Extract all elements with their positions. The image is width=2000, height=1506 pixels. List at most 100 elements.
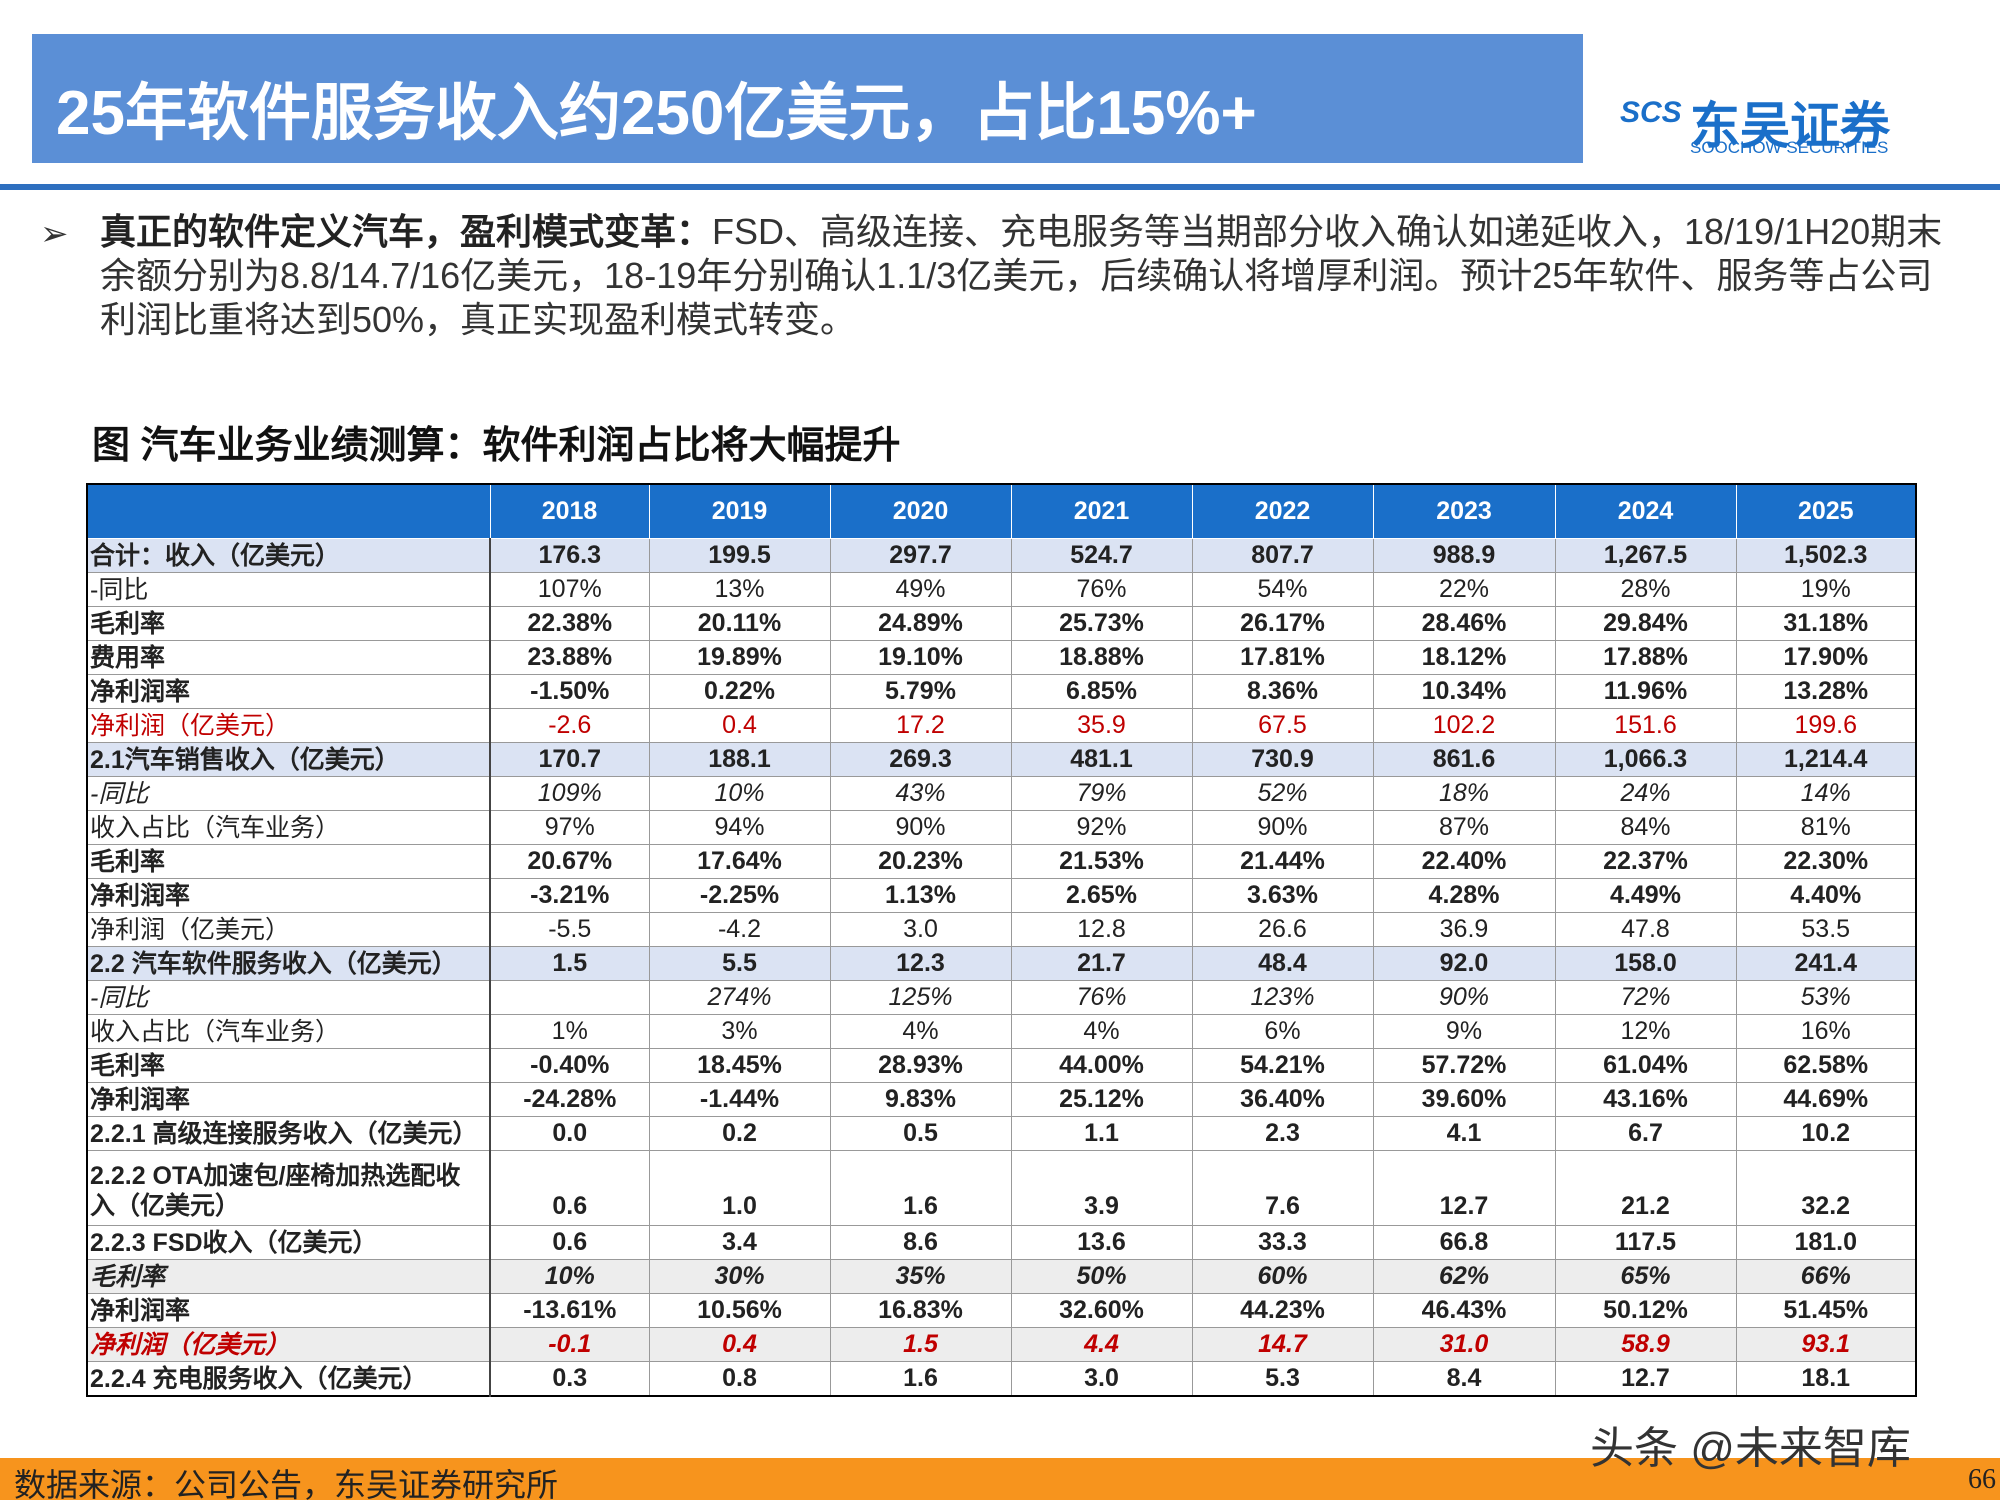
table-row: 毛利率 10% 30% 35% 50% 60% 62% 65% 66%	[86, 1259, 1917, 1294]
column-header: 2018	[489, 483, 650, 539]
table-cell: 26.17%	[1191, 606, 1374, 641]
table-cell: 3%	[648, 1014, 831, 1049]
table-row: 净利润（亿美元） -2.6 0.4 17.2 35.9 67.5 102.2 151.6 199…	[86, 708, 1917, 743]
table-cell: 4.4	[1010, 1327, 1193, 1362]
table-cell: 0.5	[829, 1116, 1012, 1151]
table-cell: 92.0	[1372, 946, 1556, 981]
row-label: 毛利率	[86, 1259, 491, 1294]
data-table: 2018 2019 2020 2021 2022 2023 2024 2025 合计：收入（亿…	[86, 483, 1917, 1397]
table-cell: 22.37%	[1554, 844, 1737, 879]
row-label: 净利润率	[86, 674, 491, 709]
table-cell: 0.4	[648, 708, 831, 743]
table-cell: 17.88%	[1554, 640, 1737, 675]
column-header: 2023	[1372, 483, 1556, 539]
table-cell: 51.45%	[1735, 1293, 1917, 1328]
table-cell: -1.50%	[489, 674, 650, 709]
table-cell: 13.6	[1010, 1225, 1193, 1260]
table-cell: 36.9	[1372, 912, 1556, 947]
table-cell: 17.81%	[1191, 640, 1374, 675]
table-cell: 20.67%	[489, 844, 650, 879]
table-cell: 6%	[1191, 1014, 1374, 1049]
table-cell: 176.3	[489, 538, 650, 573]
table-cell: 58.9	[1554, 1327, 1737, 1362]
footer-bar	[0, 1458, 2000, 1500]
row-label: 收入占比（汽车业务）	[86, 1014, 491, 1049]
row-label: 合计：收入（亿美元）	[86, 538, 491, 573]
title-banner	[32, 34, 1583, 163]
table-cell: 28%	[1554, 572, 1737, 607]
table-cell: 20.11%	[648, 606, 831, 641]
table-cell: 35%	[829, 1259, 1012, 1294]
table-cell: 6.7	[1554, 1116, 1737, 1151]
table-cell: 48.4	[1191, 946, 1374, 981]
table-cell: 18.1	[1735, 1361, 1917, 1397]
table-row: 净利润率 -1.50% 0.22% 5.79% 6.85% 8.36% 10.34% 11.9…	[86, 674, 1917, 709]
table-cell: 28.93%	[829, 1048, 1012, 1083]
table-cell: 19.89%	[648, 640, 831, 675]
table-cell: 1,066.3	[1554, 742, 1737, 777]
column-header: 2025	[1735, 483, 1917, 539]
table-cell: 1.0	[648, 1150, 831, 1226]
table-cell: 1.13%	[829, 878, 1012, 913]
table-cell: 81%	[1735, 810, 1917, 845]
row-label: 净利润（亿美元）	[86, 1327, 491, 1362]
table-cell: 12%	[1554, 1014, 1737, 1049]
table-cell: 25.12%	[1010, 1082, 1193, 1117]
table-cell: 12.7	[1372, 1150, 1556, 1226]
table-cell: 31.18%	[1735, 606, 1917, 641]
table-cell: 14%	[1735, 776, 1917, 811]
table-cell: -0.40%	[489, 1048, 650, 1083]
row-label: 2.2.2 OTA加速包/座椅加热选配收入（亿美元）	[86, 1150, 491, 1226]
table-cell: 730.9	[1191, 742, 1374, 777]
table-cell: 18%	[1372, 776, 1556, 811]
table-cell: 18.88%	[1010, 640, 1193, 675]
table-cell: 46.43%	[1372, 1293, 1556, 1328]
table-cell: 79%	[1010, 776, 1193, 811]
table-cell: 241.4	[1735, 946, 1917, 981]
table-row: 净利润率 -24.28% -1.44% 9.83% 25.12% 36.40% 39.60%…	[86, 1082, 1917, 1117]
table-cell: -2.25%	[648, 878, 831, 913]
table-cell: 1,214.4	[1735, 742, 1917, 777]
table-cell: 4.49%	[1554, 878, 1737, 913]
table-cell: 18.45%	[648, 1048, 831, 1083]
table-cell: 8.36%	[1191, 674, 1374, 709]
table-cell: 36.40%	[1191, 1082, 1374, 1117]
figure-title: 图 汽车业务业绩测算：软件利润占比将大幅提升	[92, 425, 901, 467]
table-cell: 11.96%	[1554, 674, 1737, 709]
source-note: 数据来源：公司公告，东吴证券研究所	[14, 1467, 559, 1503]
row-label: 净利润（亿美元）	[86, 912, 491, 947]
table-cell: 5.3	[1191, 1361, 1374, 1397]
table-cell: 21.53%	[1010, 844, 1193, 879]
table-cell: 13.28%	[1735, 674, 1917, 709]
row-label: 2.2.1 高级连接服务收入（亿美元）	[86, 1116, 491, 1151]
table-cell: 35.9	[1010, 708, 1193, 743]
table-cell: 123%	[1191, 980, 1374, 1015]
table-row: 收入占比（汽车业务） 97% 94% 90% 92% 90% 87% 84% 81%	[86, 810, 1917, 845]
table-cell: 3.4	[648, 1225, 831, 1260]
table-cell: 0.2	[648, 1116, 831, 1151]
table-cell: 0.6	[489, 1225, 650, 1260]
table-cell: 92%	[1010, 810, 1193, 845]
table-cell: 25.73%	[1010, 606, 1193, 641]
table-cell: 43.16%	[1554, 1082, 1737, 1117]
table-row: 费用率 23.88% 19.89% 19.10% 18.88% 17.81% 18.12% 1…	[86, 640, 1917, 675]
table-cell: 1.6	[829, 1150, 1012, 1226]
table-cell: -13.61%	[489, 1293, 650, 1328]
table-cell: 22.30%	[1735, 844, 1917, 879]
row-label: 毛利率	[86, 606, 491, 641]
table-cell: 66%	[1735, 1259, 1917, 1294]
table-cell: 13%	[648, 572, 831, 607]
table-cell: 47.8	[1554, 912, 1737, 947]
table-cell: 60%	[1191, 1259, 1374, 1294]
table-cell: 10.2	[1735, 1116, 1917, 1151]
table-cell: 21.7	[1010, 946, 1193, 981]
table-cell: 0.0	[489, 1116, 650, 1151]
table-cell: 53.5	[1735, 912, 1917, 947]
table-cell: 16%	[1735, 1014, 1917, 1049]
table-row: -同比 107% 13% 49% 76% 54% 22% 28% 19%	[86, 572, 1917, 607]
row-label: -同比	[86, 776, 491, 811]
row-label: 收入占比（汽车业务）	[86, 810, 491, 845]
table-cell: 76%	[1010, 572, 1193, 607]
table-cell: 32.2	[1735, 1150, 1917, 1226]
